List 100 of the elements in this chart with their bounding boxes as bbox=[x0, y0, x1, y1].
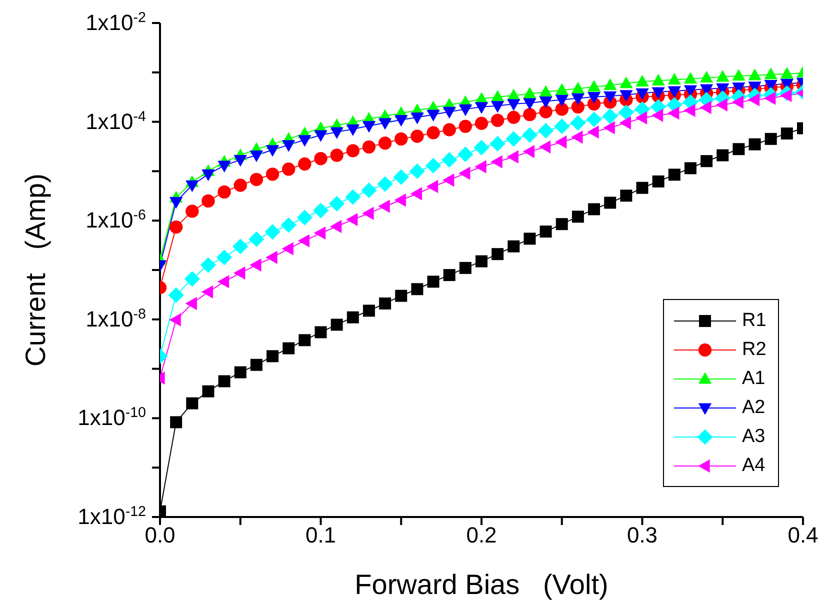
point bbox=[635, 111, 648, 124]
point bbox=[506, 150, 518, 164]
point bbox=[394, 132, 408, 146]
point bbox=[555, 94, 568, 107]
point bbox=[619, 116, 631, 130]
point bbox=[571, 93, 585, 106]
point bbox=[411, 283, 424, 296]
point bbox=[748, 93, 760, 106]
point bbox=[780, 67, 794, 79]
point bbox=[346, 144, 360, 158]
y-tick-label: 1x10$^{-6}$ bbox=[86, 208, 146, 233]
point bbox=[218, 160, 231, 172]
point bbox=[280, 217, 296, 233]
point bbox=[442, 106, 456, 119]
point bbox=[539, 105, 552, 118]
point bbox=[202, 385, 214, 398]
point bbox=[652, 175, 664, 188]
legend-label: A4 bbox=[742, 454, 766, 476]
point bbox=[186, 204, 199, 218]
point bbox=[700, 70, 714, 83]
point bbox=[378, 200, 390, 213]
point bbox=[169, 313, 181, 326]
point bbox=[184, 271, 200, 287]
point bbox=[780, 127, 793, 140]
point bbox=[200, 257, 216, 273]
point bbox=[604, 196, 616, 209]
point bbox=[186, 180, 199, 192]
point bbox=[426, 110, 440, 122]
point bbox=[684, 85, 698, 97]
point bbox=[587, 80, 601, 92]
point bbox=[620, 76, 633, 88]
point bbox=[330, 148, 344, 162]
point bbox=[442, 152, 458, 168]
point bbox=[250, 150, 264, 162]
point bbox=[555, 102, 568, 116]
point bbox=[458, 166, 470, 180]
legend-label: A3 bbox=[742, 426, 766, 448]
point bbox=[700, 155, 713, 168]
point bbox=[298, 135, 312, 147]
point bbox=[716, 70, 730, 82]
point bbox=[409, 163, 425, 179]
x-tick-label: 0.0 bbox=[144, 522, 176, 548]
point bbox=[668, 72, 681, 85]
point bbox=[426, 180, 438, 194]
point bbox=[394, 114, 408, 127]
point bbox=[538, 140, 551, 154]
x-tick-label: 0.1 bbox=[305, 522, 336, 548]
point bbox=[266, 145, 280, 157]
point bbox=[458, 104, 472, 116]
point bbox=[748, 138, 761, 150]
point bbox=[506, 131, 522, 147]
point bbox=[700, 100, 712, 114]
point bbox=[298, 334, 311, 346]
point bbox=[266, 250, 278, 264]
point bbox=[538, 122, 554, 139]
point bbox=[234, 178, 247, 192]
point bbox=[748, 68, 762, 80]
point bbox=[266, 168, 280, 181]
point bbox=[508, 240, 520, 252]
point bbox=[571, 100, 585, 114]
point bbox=[602, 108, 618, 124]
point bbox=[346, 212, 358, 226]
point bbox=[764, 68, 778, 80]
point bbox=[474, 116, 488, 130]
point bbox=[764, 132, 777, 145]
point bbox=[314, 226, 326, 240]
point bbox=[474, 102, 488, 114]
legend-label: A2 bbox=[742, 396, 766, 418]
point bbox=[651, 108, 664, 122]
point bbox=[636, 182, 648, 194]
point bbox=[540, 226, 552, 238]
point bbox=[555, 83, 568, 95]
point bbox=[362, 304, 375, 317]
point bbox=[266, 350, 279, 362]
point bbox=[604, 78, 617, 90]
point bbox=[234, 155, 247, 167]
point bbox=[652, 74, 665, 86]
point bbox=[378, 136, 392, 150]
point bbox=[716, 149, 729, 162]
point bbox=[522, 144, 535, 158]
point bbox=[169, 197, 183, 209]
point bbox=[490, 101, 504, 113]
point bbox=[248, 231, 264, 248]
point bbox=[250, 172, 264, 186]
y-tick-label: 1x10$^{-12}$ bbox=[78, 504, 146, 529]
point bbox=[298, 157, 312, 171]
point bbox=[393, 169, 409, 185]
point bbox=[587, 125, 599, 139]
point bbox=[362, 140, 376, 154]
point bbox=[329, 196, 345, 212]
legend-label: R2 bbox=[742, 338, 766, 360]
point bbox=[443, 269, 456, 282]
point bbox=[668, 168, 680, 181]
point bbox=[620, 190, 632, 202]
point bbox=[234, 366, 246, 378]
point bbox=[523, 108, 536, 122]
x-axis-title: Forward Bias (Volt) bbox=[354, 569, 608, 600]
point bbox=[507, 99, 520, 111]
point bbox=[330, 127, 344, 139]
point bbox=[250, 358, 262, 371]
